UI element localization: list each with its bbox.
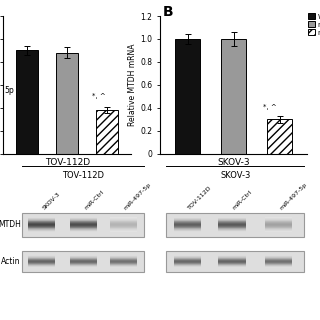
Bar — [221, 39, 246, 154]
Text: miR-Ctrl: miR-Ctrl — [232, 190, 253, 211]
Text: Actin: Actin — [1, 257, 21, 266]
Y-axis label: Relative MTDH mRNA: Relative MTDH mRNA — [128, 44, 138, 126]
X-axis label: TOV-112D: TOV-112D — [44, 158, 90, 167]
Text: *, ^: *, ^ — [92, 92, 105, 99]
Text: miR-Ctrl: miR-Ctrl — [83, 190, 105, 211]
Text: B: B — [162, 4, 173, 19]
Text: miR-497-5p: miR-497-5p — [278, 182, 308, 211]
Text: 5p: 5p — [4, 86, 14, 95]
X-axis label: SKOV-3: SKOV-3 — [217, 158, 250, 167]
Text: SKOV-3: SKOV-3 — [42, 192, 61, 211]
Text: SKOV-3: SKOV-3 — [220, 171, 250, 180]
Bar — [22, 251, 144, 272]
Bar — [56, 53, 78, 154]
Bar — [22, 213, 144, 237]
Text: TOV-112D: TOV-112D — [62, 171, 104, 180]
Text: TOV-112D: TOV-112D — [187, 185, 213, 211]
Bar — [16, 50, 38, 154]
Bar — [267, 119, 292, 154]
Text: *, ^: *, ^ — [263, 104, 276, 110]
Bar — [166, 213, 304, 237]
Text: MTDH: MTDH — [0, 220, 21, 229]
Text: miR-497-5p: miR-497-5p — [123, 182, 152, 211]
Bar — [166, 251, 304, 272]
Bar — [96, 110, 118, 154]
Bar — [175, 39, 200, 154]
Legend: WT, miR-NC, miR-497-5p: WT, miR-NC, miR-497-5p — [308, 12, 320, 36]
